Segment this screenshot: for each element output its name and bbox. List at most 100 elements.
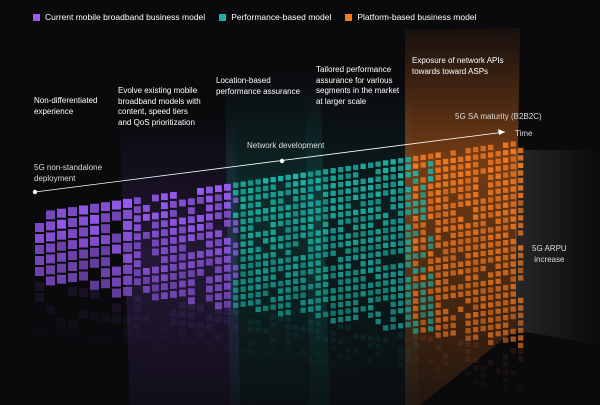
mosaic-tile: [465, 148, 471, 154]
mosaic-tile: [518, 200, 524, 206]
mosaic-tile: [428, 318, 434, 324]
mosaic-tile: [405, 164, 411, 170]
mosaic-tile: [480, 198, 486, 204]
mosaic-tile: [450, 172, 456, 179]
mosaic-tile: [375, 251, 381, 257]
mosaic-tile: [308, 201, 314, 207]
mosaic-tile: [188, 216, 195, 224]
mosaic-reflection-tile: [488, 359, 494, 365]
mosaic-tile: [405, 307, 411, 313]
mosaic-tile: [293, 211, 299, 217]
mosaic-tile: [435, 152, 441, 158]
mosaic-reflection-tile: [68, 319, 77, 329]
mosaic-tile: [495, 241, 501, 247]
mosaic-tile: [90, 247, 99, 257]
mosaic-tile: [428, 281, 434, 287]
mosaic-tile: [503, 315, 509, 321]
mosaic-tile: [353, 224, 359, 231]
mosaic-reflection-tile: [346, 362, 351, 367]
mosaic-tile: [443, 271, 449, 277]
mosaic-tile: [79, 205, 88, 215]
mosaic-tile: [473, 229, 479, 235]
mosaic-tile: [330, 310, 336, 316]
legend-item-current: Current mobile broadband business model: [33, 12, 205, 22]
mosaic-tile: [345, 300, 351, 307]
mosaic-tile: [495, 218, 501, 224]
mosaic-tile: [278, 265, 284, 272]
mosaic-tile: [215, 284, 222, 292]
mosaic-tile: [383, 220, 389, 226]
mosaic-tile: [428, 311, 434, 317]
mosaic-tile: [383, 182, 389, 189]
mosaic-tile: [285, 272, 291, 278]
mosaic-tile: [518, 207, 524, 214]
timeline-arrow: [32, 129, 506, 195]
mosaic-tile: [428, 206, 434, 212]
mosaic-tile: [248, 247, 254, 254]
mosaic-tile: [338, 234, 344, 240]
mosaic-tile: [510, 141, 516, 147]
mosaic-tile: [450, 330, 456, 336]
mosaic-tile: [435, 310, 441, 316]
mosaic-tile: [510, 268, 516, 275]
mosaic-tile: [278, 303, 284, 309]
mosaic-tile: [323, 266, 329, 272]
mosaic-tile: [510, 306, 516, 312]
mosaic-tile: [263, 215, 269, 221]
mosaic-tile: [224, 192, 231, 200]
mosaic-tile: [488, 317, 494, 323]
mosaic-reflection-tile: [224, 308, 231, 315]
mosaic-reflection-tile: [383, 337, 389, 343]
mosaic-tile: [428, 258, 434, 264]
mosaic-tile: [101, 279, 110, 289]
mosaic-tile: [488, 332, 494, 338]
mosaic-tile: [473, 289, 479, 295]
mosaic-reflection-tile: [285, 331, 291, 337]
mosaic-tile: [255, 261, 261, 268]
mosaic-tile: [338, 167, 344, 173]
mosaic-reflection-tile: [345, 347, 351, 353]
mosaic-tile: [170, 237, 177, 244]
mosaic-reflection-tile: [90, 311, 99, 321]
mosaic-reflection-tile: [215, 306, 222, 314]
mosaic-tile: [143, 214, 150, 221]
mosaic-tile: [488, 182, 494, 188]
mosaic-reflection-tile: [496, 391, 501, 396]
mosaic-tile: [270, 244, 276, 250]
mosaic-tile: [450, 157, 456, 164]
mosaic-tile: [224, 237, 231, 245]
mosaic-tile: [46, 276, 55, 286]
mosaic-tile: [300, 285, 306, 291]
mosaic-tile: [240, 249, 246, 255]
mosaic-reflection-tile: [428, 358, 434, 365]
mosaic-tile: [315, 290, 321, 296]
mosaic-tile: [270, 274, 276, 280]
mosaic-tile: [518, 245, 524, 251]
mosaic-tile: [263, 253, 269, 259]
mosaic-tile: [383, 325, 389, 331]
mosaic-tile: [405, 284, 411, 290]
mosaic-tile: [248, 270, 254, 276]
mosaic-tile: [123, 198, 132, 208]
mosaic-tile: [420, 222, 426, 228]
mosaic-tile: [518, 222, 524, 229]
mosaic-tile: [300, 225, 306, 231]
mosaic-tile: [293, 203, 299, 209]
mosaic-tile: [443, 181, 449, 187]
mosaic-tile: [510, 291, 516, 297]
mosaic-tile: [188, 270, 195, 278]
mosaic-tile: [435, 257, 441, 263]
mosaic-tile: [255, 231, 261, 238]
mosaic-tile: [188, 234, 195, 242]
mosaic-tile: [323, 289, 329, 295]
mosaic-tile: [255, 299, 261, 305]
mosaic-tile: [480, 205, 486, 212]
mosaic-reflection-tile: [473, 342, 479, 348]
mosaic-tile: [293, 188, 299, 194]
mosaic-tile: [338, 279, 344, 285]
mosaic-reflection-tile: [248, 349, 253, 354]
mosaic-reflection-tile: [338, 323, 344, 330]
mosaic-tile: [413, 223, 419, 229]
mosaic-tile: [315, 267, 321, 274]
mosaic-tile: [255, 216, 261, 223]
